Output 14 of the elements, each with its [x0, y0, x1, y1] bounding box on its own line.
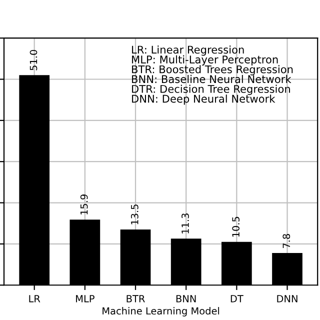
- annotation: LR: Linear Regression MLP: Multi-Layer Perceptron BTR: Boosted Trees Regression BNN: Baseline Neural Network DTR: Decision Tree Regression DNN: Deep Neural Network: [132, 45, 293, 105]
- x-tick-label: DT: [230, 295, 244, 302]
- x-axis-title: Machine Learning Model: [102, 307, 220, 316]
- x-tick-label: DNN: [277, 295, 298, 302]
- data-label: 10.5: [232, 216, 240, 237]
- data-label: 11.3: [182, 214, 189, 234]
- data-label: 51.0: [30, 50, 38, 70]
- data-label: 13.5: [130, 204, 138, 224]
- x-tick-label: MLP: [76, 295, 94, 302]
- x-tick-label: BNN: [176, 295, 196, 302]
- x-tick-label: LR: [29, 295, 40, 302]
- data-label: 15.9: [80, 194, 88, 214]
- data-label: 7.8: [282, 234, 290, 248]
- x-tick-label: BTR: [126, 295, 145, 302]
